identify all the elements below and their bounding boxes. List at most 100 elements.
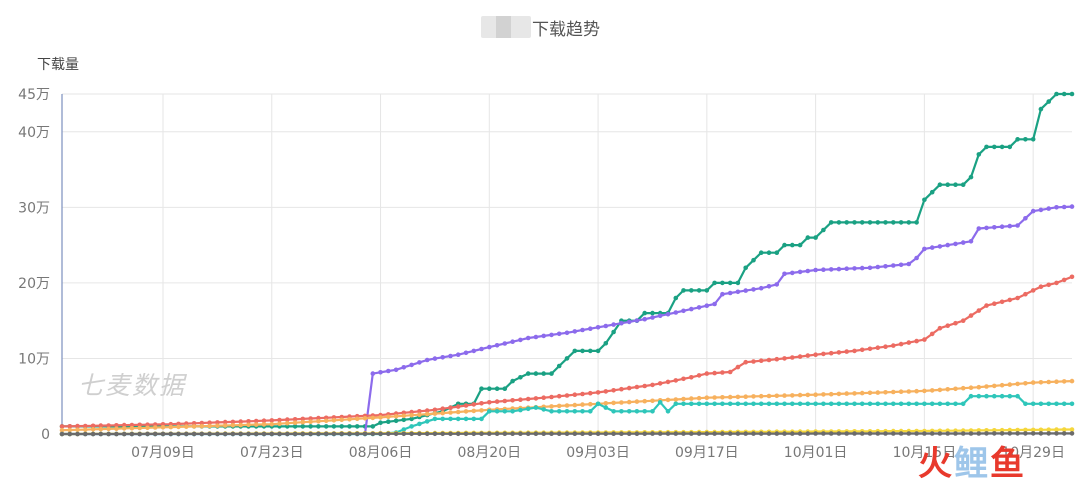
axes bbox=[61, 94, 1072, 435]
data-point bbox=[572, 431, 578, 437]
data-point bbox=[386, 419, 391, 425]
data-point bbox=[774, 282, 780, 287]
data-point bbox=[393, 418, 399, 424]
data-point bbox=[556, 331, 562, 337]
data-point bbox=[883, 431, 888, 436]
data-point bbox=[59, 424, 65, 429]
data-point bbox=[634, 409, 640, 414]
data-point bbox=[790, 401, 795, 407]
data-point bbox=[518, 431, 523, 437]
data-point bbox=[424, 411, 430, 417]
data-point bbox=[960, 182, 966, 187]
data-point bbox=[735, 280, 741, 286]
data-point bbox=[797, 354, 803, 359]
data-point bbox=[968, 239, 974, 244]
data-point bbox=[277, 417, 282, 423]
data-point bbox=[129, 422, 135, 428]
data-point bbox=[891, 263, 896, 268]
data-point bbox=[859, 220, 865, 225]
data-point bbox=[1015, 295, 1020, 301]
data-point bbox=[875, 431, 881, 436]
data-point bbox=[533, 431, 539, 437]
data-point bbox=[1046, 206, 1051, 211]
data-point bbox=[487, 386, 492, 392]
data-point bbox=[735, 431, 741, 436]
data-point bbox=[386, 368, 391, 374]
data-point bbox=[114, 426, 119, 432]
data-point bbox=[510, 398, 515, 403]
data-point bbox=[867, 390, 873, 396]
data-point bbox=[588, 348, 593, 354]
data-point bbox=[323, 431, 329, 437]
data-point bbox=[269, 418, 275, 423]
data-point bbox=[626, 399, 632, 405]
data-point bbox=[937, 244, 943, 249]
data-point bbox=[1061, 401, 1067, 407]
data-point bbox=[867, 265, 873, 271]
data-point bbox=[720, 431, 725, 436]
data-point bbox=[898, 341, 904, 347]
data-point bbox=[339, 431, 345, 437]
data-point bbox=[510, 339, 515, 345]
data-point bbox=[83, 427, 88, 432]
data-point bbox=[354, 431, 360, 437]
data-point bbox=[984, 393, 989, 399]
data-point bbox=[222, 431, 228, 437]
data-point bbox=[937, 182, 943, 187]
data-point bbox=[455, 352, 461, 358]
data-point bbox=[689, 396, 694, 401]
data-point bbox=[1038, 401, 1044, 407]
data-point bbox=[852, 348, 857, 354]
data-point bbox=[238, 422, 243, 428]
data-point bbox=[1054, 91, 1059, 97]
data-point bbox=[797, 431, 803, 436]
data-point bbox=[673, 378, 679, 383]
data-point bbox=[859, 265, 865, 271]
data-point bbox=[999, 393, 1005, 399]
data-point bbox=[953, 431, 958, 436]
data-point bbox=[681, 288, 686, 293]
data-point bbox=[751, 359, 756, 364]
data-point bbox=[805, 268, 811, 274]
data-point bbox=[502, 341, 508, 346]
data-point bbox=[455, 409, 461, 415]
data-point bbox=[199, 420, 205, 426]
data-point bbox=[960, 385, 966, 391]
data-point bbox=[471, 408, 477, 414]
data-point bbox=[432, 356, 438, 361]
data-point bbox=[1046, 282, 1051, 288]
data-point bbox=[883, 344, 888, 350]
data-point bbox=[323, 424, 329, 429]
data-point bbox=[634, 384, 640, 390]
data-point bbox=[518, 375, 523, 380]
data-point bbox=[277, 421, 282, 427]
data-point bbox=[261, 431, 267, 437]
data-point bbox=[673, 310, 679, 315]
data-point bbox=[238, 419, 243, 424]
data-point bbox=[114, 431, 119, 437]
data-point bbox=[929, 431, 935, 436]
data-point bbox=[300, 424, 306, 429]
data-point bbox=[696, 431, 702, 436]
data-point bbox=[929, 331, 935, 337]
data-point bbox=[696, 305, 702, 310]
data-point bbox=[246, 422, 251, 428]
data-point bbox=[735, 364, 741, 370]
data-point bbox=[642, 431, 647, 437]
data-point bbox=[634, 318, 640, 323]
data-point bbox=[409, 424, 414, 429]
data-point bbox=[727, 431, 733, 436]
data-point bbox=[541, 395, 546, 401]
data-point bbox=[999, 427, 1005, 433]
data-point bbox=[805, 401, 811, 407]
data-point bbox=[347, 424, 352, 429]
data-point bbox=[891, 220, 896, 225]
data-point bbox=[580, 327, 585, 333]
data-point bbox=[487, 400, 492, 405]
data-point bbox=[828, 220, 834, 225]
data-point bbox=[875, 390, 881, 395]
data-point bbox=[805, 392, 811, 398]
data-point bbox=[393, 414, 399, 419]
data-point bbox=[611, 431, 616, 437]
data-point bbox=[424, 431, 430, 437]
